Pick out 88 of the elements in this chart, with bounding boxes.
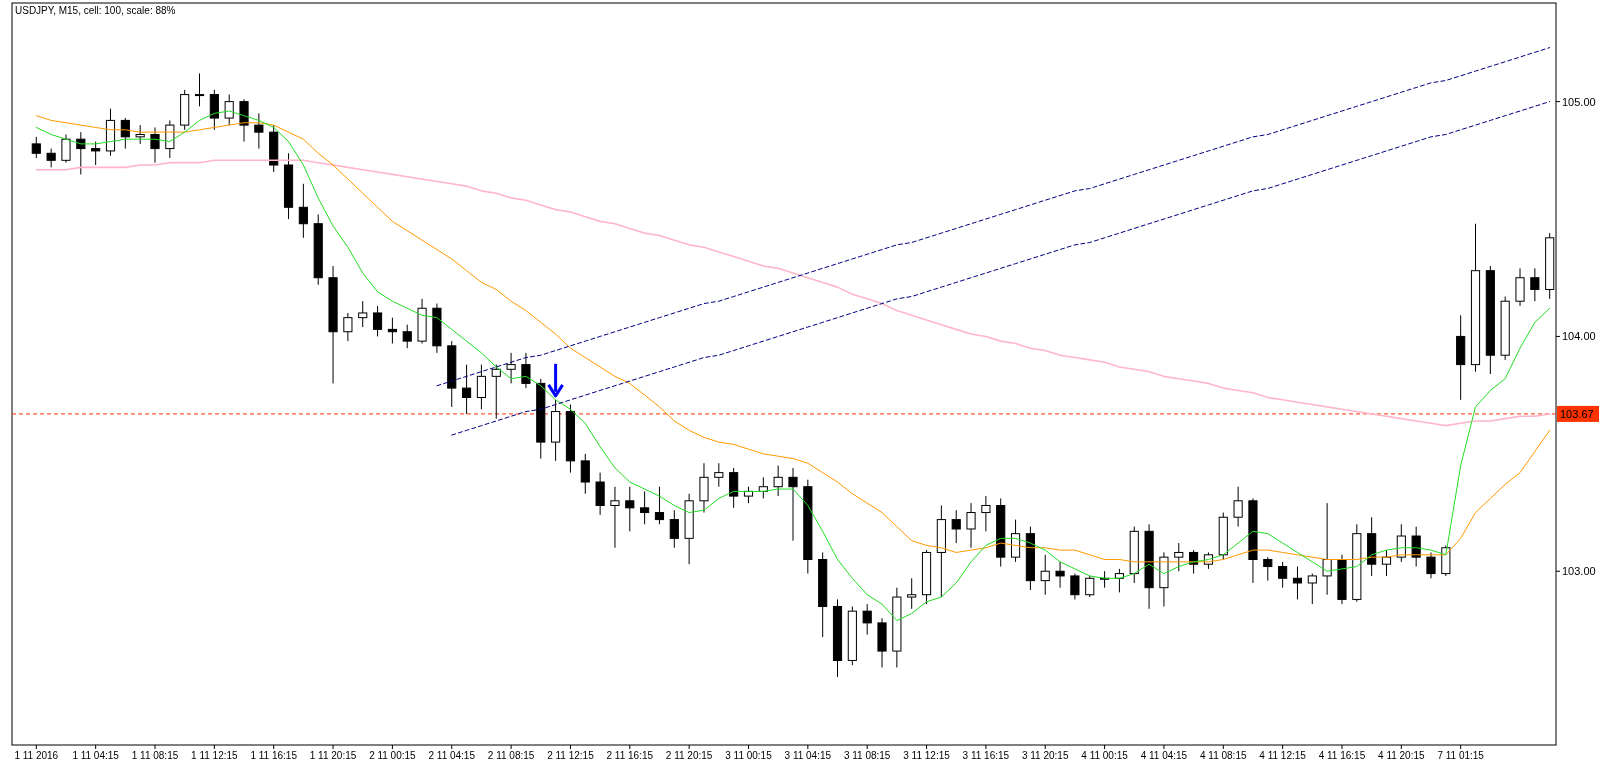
candlestick [462, 364, 472, 415]
candlestick [194, 72, 205, 107]
candlestick [254, 112, 264, 150]
candlestick [91, 141, 101, 166]
candlestick [46, 148, 56, 168]
x-tick-label: 4 11 20:15 [1378, 750, 1426, 761]
x-tick-label: 2 11 12:15 [547, 750, 595, 761]
candlestick [862, 603, 872, 636]
candlestick [372, 305, 383, 337]
candlestick [521, 352, 531, 389]
x-tick-label: 2 11 20:15 [665, 750, 713, 761]
x-tick-label: 1 11 08:15 [131, 750, 179, 761]
candlestick [1233, 486, 1243, 528]
x-tick-label: 2 11 16:15 [606, 750, 654, 761]
candlestick [1263, 556, 1273, 582]
candlestick [387, 317, 397, 344]
candlestick [1530, 267, 1540, 302]
candlestick [699, 462, 709, 514]
candlestick [595, 472, 605, 516]
candlestick [1307, 573, 1317, 605]
candlestick [209, 89, 219, 131]
candlestick [1292, 566, 1303, 600]
x-tick-label: 7 11 01:15 [1437, 750, 1485, 761]
candlestick [358, 300, 368, 328]
candlestick [981, 495, 991, 532]
candlestick [343, 312, 353, 342]
candlestick [476, 364, 486, 410]
candlestick [640, 490, 650, 525]
x-tick-label: 3 11 12:15 [903, 750, 951, 761]
candlestick [1174, 542, 1184, 572]
candlestick [654, 486, 665, 525]
candlestick [1040, 554, 1050, 596]
x-tick-label: 4 11 08:15 [1200, 750, 1247, 761]
candlestick [298, 183, 308, 239]
candlestick [506, 352, 516, 384]
candlestick [1426, 551, 1436, 579]
candlestick [150, 126, 160, 164]
chart-title: USDJPY, M15, cell: 100, scale: 88% [15, 5, 176, 16]
x-tick-label: 1 11 12:15 [191, 750, 239, 761]
x-tick-label: 2 11 08:15 [487, 750, 535, 761]
candlestick [135, 124, 145, 145]
candlestick [907, 577, 917, 610]
x-tick-label: 3 11 20:15 [1021, 750, 1069, 761]
candlestick [1085, 575, 1095, 598]
candlestick [714, 462, 724, 488]
candlestick [224, 94, 234, 126]
candlestick [491, 364, 501, 420]
candlestick [1381, 549, 1392, 577]
x-tick-label: 1 11 2016 [14, 750, 59, 761]
candlestick [788, 467, 798, 542]
x-tick-label: 2 11 00:15 [369, 750, 417, 761]
candlestick [1322, 502, 1332, 596]
x-tick-label: 1 11 04:15 [72, 750, 120, 761]
candlestick [669, 509, 679, 549]
candlestick [402, 324, 412, 349]
candlestick [625, 486, 635, 532]
x-tick-label: 3 11 16:15 [962, 750, 1010, 761]
candlestick [61, 133, 71, 164]
x-tick-label: 4 11 16:15 [1318, 750, 1366, 761]
candlestick [580, 453, 590, 495]
x-tick-label: 1 11 16:15 [250, 750, 298, 761]
line-series [451, 101, 1551, 436]
candlestick [951, 509, 961, 544]
candlestick [1055, 561, 1065, 589]
x-tick-label: 1 11 20:15 [309, 750, 357, 761]
candlestick [1278, 561, 1288, 589]
x-tick-label: 3 11 08:15 [843, 750, 891, 761]
candlestick [610, 486, 620, 549]
y-tick-label: 105.00 [1562, 95, 1596, 108]
ref-line-label: 103.67 [1560, 407, 1594, 420]
candlestick [729, 467, 739, 509]
x-tick-label: 3 11 00:15 [725, 750, 773, 761]
candlestick [773, 465, 783, 497]
candlestick [1515, 267, 1525, 307]
candlestick [1010, 519, 1021, 563]
candlestick [239, 98, 249, 143]
line-series [436, 47, 1551, 387]
x-tick-label: 4 11 00:15 [1081, 750, 1129, 761]
candlestick [1070, 573, 1080, 600]
x-tick-label: 4 11 12:15 [1259, 750, 1307, 761]
line-series [35, 159, 1551, 427]
y-tick-label: 104.00 [1562, 330, 1596, 343]
y-tick-label: 103.00 [1562, 565, 1596, 578]
x-tick-label: 2 11 04:15 [428, 750, 476, 761]
candlestick [31, 136, 41, 159]
candlestick [966, 502, 976, 549]
x-tick-label: 3 11 04:15 [784, 750, 832, 761]
x-tick-label: 4 11 04:15 [1140, 750, 1188, 761]
